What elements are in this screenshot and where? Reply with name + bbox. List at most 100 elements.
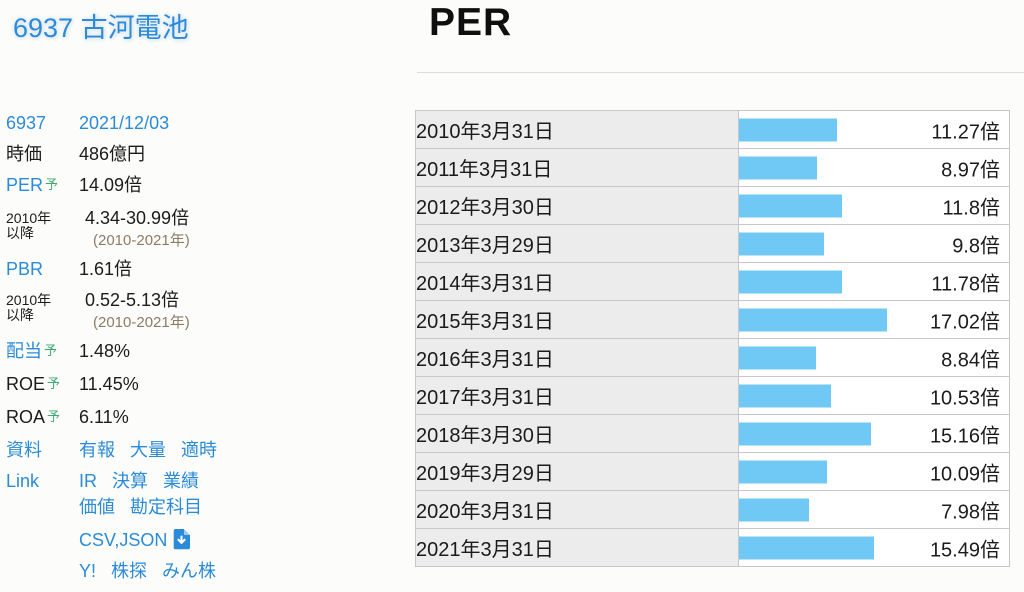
per-link[interactable]: PER	[6, 175, 44, 195]
market-cap-value: 486億円	[79, 144, 146, 164]
per-row-value-cell: 9.8倍	[738, 224, 1010, 263]
link-ir[interactable]: IR	[79, 471, 97, 491]
link-kabutan[interactable]: 株探	[111, 561, 148, 581]
per-value-label: 11.8倍	[942, 197, 1000, 219]
docs-link-tekiji[interactable]: 適時	[181, 440, 218, 460]
pbr-range-note: (2010-2021年)	[93, 314, 190, 331]
per-row-value-cell: 11.8倍	[738, 186, 1010, 225]
per-bar	[739, 308, 888, 331]
per-value-label: 10.53倍	[929, 387, 1000, 409]
page-title: PER	[429, 1, 513, 44]
per-table-row: 2021年3月31日 15.49倍	[415, 528, 1010, 567]
per-range-note: (2010-2021年)	[93, 232, 190, 249]
per-bar	[739, 194, 842, 217]
link-kessan[interactable]: 決算	[112, 471, 149, 491]
pbr-link[interactable]: PBR	[6, 259, 44, 279]
per-value-label: 11.27倍	[931, 121, 1000, 143]
per-table-row: 2011年3月31日 8.97倍	[415, 148, 1010, 187]
per-value-label: 9.8倍	[952, 235, 1000, 257]
docs-link-yuho[interactable]: 有報	[79, 440, 115, 460]
dividend-row: 配当予 1.48%	[6, 341, 336, 363]
forecast-badge: 予	[45, 177, 59, 192]
per-row-date: 2014年3月31日	[415, 262, 739, 301]
per-value-label: 10.09倍	[929, 463, 1000, 485]
csv-json-link[interactable]: CSV,JSON	[79, 530, 168, 550]
per-bar	[739, 422, 872, 445]
per-table-body: 2010年3月31日 11.27倍 2011年3月31日 8.97倍 2012年3月30…	[415, 110, 1010, 567]
sidebar: 6937 2021/12/03 時価 486億円 PER 予 14.09倍 201…	[6, 113, 336, 592]
roe-row: ROE 予 11.45%	[6, 374, 336, 396]
per-value-label: 17.02倍	[929, 311, 1000, 333]
link-yahoo[interactable]: Y!	[79, 561, 97, 581]
per-row-date: 2017年3月31日	[415, 376, 739, 415]
code-date-row: 6937 2021/12/03	[6, 113, 336, 133]
external-links-row: Y! 株探 みん株	[6, 561, 336, 581]
per-bar	[739, 270, 842, 293]
pbr-range-label: 2010年 以降	[6, 292, 52, 323]
per-range-label: 2010年 以降	[6, 210, 52, 241]
per-row-date: 2010年3月31日	[415, 110, 739, 149]
pbr-range-value: 0.52-5.13倍 (2010-2021年)	[79, 290, 336, 333]
per-table-row: 2018年3月30日 15.16倍	[415, 414, 1010, 453]
per-row-value-cell: 7.98倍	[738, 490, 1010, 529]
per-table-row: 2010年3月31日 11.27倍	[415, 110, 1010, 149]
pbr-row: PBR 1.61倍	[6, 259, 336, 279]
per-bar	[739, 460, 827, 483]
docs-link-tairyo[interactable]: 大量	[130, 440, 167, 460]
per-row-date: 2019年3月29日	[415, 452, 739, 491]
per-table: 2010年3月31日 11.27倍 2011年3月31日 8.97倍 2012年3月30…	[415, 110, 1010, 567]
per-bar	[739, 498, 809, 521]
quote-date-link[interactable]: 2021/12/03	[79, 113, 170, 133]
per-row-date: 2016年3月31日	[415, 338, 739, 377]
roa-row: ROA 予 6.11%	[6, 407, 336, 429]
per-row-date: 2013年3月29日	[415, 224, 739, 263]
link-kanjokamoku[interactable]: 勘定科目	[130, 497, 203, 517]
per-row-value-cell: 17.02倍	[738, 300, 1010, 339]
per-table-row: 2019年3月29日 10.09倍	[415, 452, 1010, 491]
per-table-row: 2017年3月31日 10.53倍	[415, 376, 1010, 415]
link-gyoseki[interactable]: 業績	[163, 471, 200, 491]
per-row-date: 2012年3月30日	[415, 186, 739, 225]
per-value-label: 15.16倍	[929, 425, 1000, 447]
stock-title: 6937 古河電池	[13, 13, 189, 43]
per-row-value-cell: 8.84倍	[738, 338, 1010, 377]
stock-code-link[interactable]: 6937	[6, 113, 47, 133]
per-table-row: 2020年3月31日 7.98倍	[415, 490, 1010, 529]
per-bar	[739, 232, 825, 255]
link-kachi[interactable]: 価値	[79, 497, 115, 517]
per-bar	[739, 384, 831, 407]
per-value-label: 7.98倍	[941, 501, 1000, 523]
link-label: Link	[6, 471, 40, 491]
per-table-row: 2014年3月31日 11.78倍	[415, 262, 1010, 301]
per-table-row: 2012年3月30日 11.8倍	[415, 186, 1010, 225]
download-icon[interactable]	[172, 528, 191, 550]
link-row: Link IR 決算 業績 価値 勘定科目	[6, 471, 336, 517]
per-row-value-cell: 15.16倍	[738, 414, 1010, 453]
per-table-row: 2015年3月31日 17.02倍	[415, 300, 1010, 339]
title-divider	[417, 72, 1024, 73]
per-row-date: 2021年3月31日	[415, 528, 739, 567]
forecast-badge: 予	[47, 376, 61, 391]
link-minkabu[interactable]: みん株	[162, 561, 217, 581]
dividend-value: 1.48%	[79, 341, 131, 361]
per-value: 14.09倍	[79, 175, 143, 195]
per-range-value: 4.34-30.99倍 (2010-2021年)	[79, 208, 336, 251]
docs-row: 資料 有報 大量 適時	[6, 440, 336, 460]
per-row-value-cell: 15.49倍	[738, 528, 1010, 567]
export-row: CSV,JSON	[6, 528, 336, 550]
per-row-value-cell: 10.53倍	[738, 376, 1010, 415]
forecast-badge: 予	[47, 409, 61, 424]
per-row-value-cell: 8.97倍	[738, 148, 1010, 187]
per-row-date: 2020年3月31日	[415, 490, 739, 529]
per-value-label: 8.97倍	[941, 159, 1000, 181]
forecast-badge: 予	[44, 343, 58, 358]
market-cap-label: 時価	[6, 144, 42, 164]
per-table-row: 2013年3月29日 9.8倍	[415, 224, 1010, 263]
dividend-link[interactable]: 配当	[6, 341, 42, 361]
docs-label: 資料	[6, 440, 42, 460]
per-bar	[739, 118, 838, 141]
per-row-value-cell: 11.78倍	[738, 262, 1010, 301]
per-row-value-cell: 10.09倍	[738, 452, 1010, 491]
pbr-range-row: 2010年 以降 0.52-5.13倍 (2010-2021年)	[6, 290, 336, 333]
per-value-label: 11.78倍	[931, 273, 1000, 295]
